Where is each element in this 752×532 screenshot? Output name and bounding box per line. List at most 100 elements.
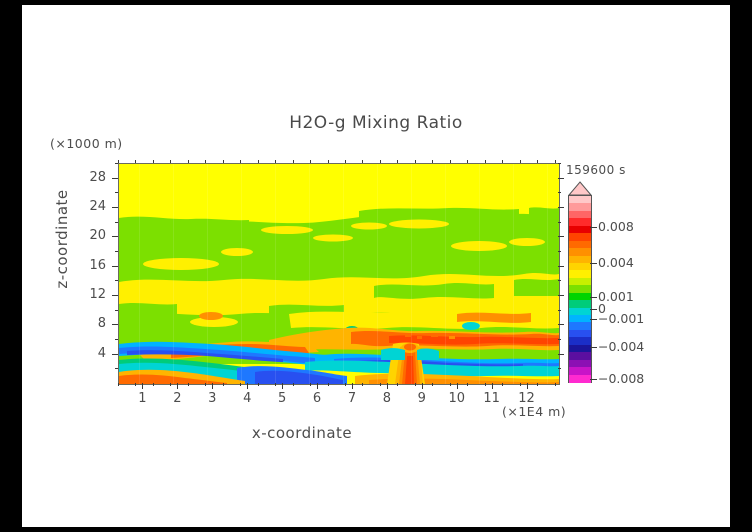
top-tick xyxy=(222,160,224,163)
right-tick xyxy=(558,280,561,282)
colorbar-swatch xyxy=(569,322,591,331)
x-tick-label: 4 xyxy=(243,391,252,406)
x-tick-label: 8 xyxy=(382,391,392,406)
colorbar-arrow-icon xyxy=(568,181,592,196)
x-tick-label: 12 xyxy=(518,391,535,406)
top-tick xyxy=(118,160,119,163)
colorbar-tick-label: 0.008 xyxy=(598,219,634,234)
y-tick-label: 16 xyxy=(89,257,106,273)
x-tick xyxy=(282,383,284,389)
colorbar-tick xyxy=(590,297,597,298)
colorbar-swatch xyxy=(569,196,591,205)
x-minor-tick xyxy=(467,383,469,386)
colorbar-tick-label: 0 xyxy=(598,301,606,316)
x-minor-tick xyxy=(432,383,434,386)
colorbar-swatch xyxy=(569,329,591,338)
colorbar-swatch xyxy=(569,225,591,234)
right-tick xyxy=(558,163,561,164)
colorbar-swatch xyxy=(569,285,591,294)
x-tick-label: 6 xyxy=(312,391,322,406)
colorbar-swatch xyxy=(569,292,591,301)
colorbar-swatch xyxy=(569,344,591,353)
colorbar-tick-label: −0.008 xyxy=(598,371,645,386)
top-tick xyxy=(467,160,469,163)
colorbar-tick xyxy=(590,379,597,380)
x-tick xyxy=(526,383,528,389)
y-tick xyxy=(112,265,118,267)
top-tick xyxy=(484,160,486,163)
colorbar-swatch xyxy=(569,352,591,361)
colorbar-tick xyxy=(590,347,597,348)
top-tick xyxy=(519,160,521,163)
colorbar-tick xyxy=(590,227,597,228)
right-tick xyxy=(558,207,564,208)
y-tick xyxy=(112,324,118,326)
x-minor-tick xyxy=(292,383,294,386)
top-tick xyxy=(449,160,451,163)
top-tick xyxy=(275,160,277,163)
right-tick xyxy=(558,221,561,223)
top-tick xyxy=(205,160,207,163)
y-minor-tick xyxy=(115,192,118,194)
y-minor-tick xyxy=(115,280,118,282)
colorbar-tick xyxy=(590,263,597,264)
y-minor-tick xyxy=(115,251,118,252)
x-tick xyxy=(247,383,249,389)
colorbar-swatch xyxy=(569,374,591,383)
colorbar-swatch xyxy=(569,277,591,286)
colorbar-tick xyxy=(590,309,597,310)
y-tick xyxy=(112,353,118,355)
y-tick-label: 24 xyxy=(89,199,106,214)
colorbar-swatch xyxy=(569,315,591,324)
colorbar-swatch xyxy=(569,300,591,309)
top-tick xyxy=(310,160,312,163)
x-tick xyxy=(386,383,388,389)
x-minor-tick xyxy=(537,383,539,386)
right-tick xyxy=(558,324,564,326)
contour-field xyxy=(119,164,559,384)
y-minor-tick xyxy=(115,309,118,311)
right-tick xyxy=(558,339,561,340)
colorbar-tick-label: −0.004 xyxy=(598,339,645,354)
colorbar-swatch xyxy=(569,218,591,227)
colorbar-swatch xyxy=(569,367,591,376)
top-tick xyxy=(292,160,294,163)
x-tick xyxy=(177,383,179,389)
colorbar-swatch xyxy=(569,248,591,257)
top-tick xyxy=(362,160,364,163)
x-tick-label: 9 xyxy=(417,391,426,406)
colorbar-tick xyxy=(590,319,597,320)
x-minor-tick xyxy=(135,383,137,386)
top-tick xyxy=(414,160,416,163)
top-tick xyxy=(187,160,189,163)
top-tick xyxy=(257,160,259,163)
x-minor-tick xyxy=(118,383,119,386)
x-tick xyxy=(491,383,493,389)
colorbar xyxy=(568,195,592,383)
y-tick xyxy=(112,236,118,238)
x-tick xyxy=(142,383,144,389)
colorbar-swatch xyxy=(569,240,591,249)
y-tick xyxy=(112,295,118,296)
figure-canvas: H2O-g Mixing Ratio (×1000 m) 159600 s xyxy=(22,5,730,527)
colorbar-swatch xyxy=(569,262,591,271)
y-minor-tick xyxy=(115,368,118,370)
x-minor-tick xyxy=(379,383,381,386)
x-minor-tick xyxy=(344,383,346,386)
y-tick-label: 20 xyxy=(89,228,106,244)
colorbar-tick-label: 0.001 xyxy=(598,289,634,304)
colorbar-swatch xyxy=(569,233,591,242)
x-axis-unit: (×1E4 m) xyxy=(502,404,567,419)
x-tick-label: 1 xyxy=(138,391,147,406)
x-tick xyxy=(212,383,214,389)
right-tick xyxy=(558,192,561,194)
top-tick xyxy=(344,160,346,163)
page-title: H2O-g Mixing Ratio xyxy=(289,113,463,133)
right-tick xyxy=(558,353,564,355)
right-tick xyxy=(558,265,564,267)
x-minor-tick xyxy=(327,383,329,386)
x-tick-label: 2 xyxy=(173,391,182,406)
x-minor-tick xyxy=(187,383,189,386)
top-tick xyxy=(379,160,381,163)
